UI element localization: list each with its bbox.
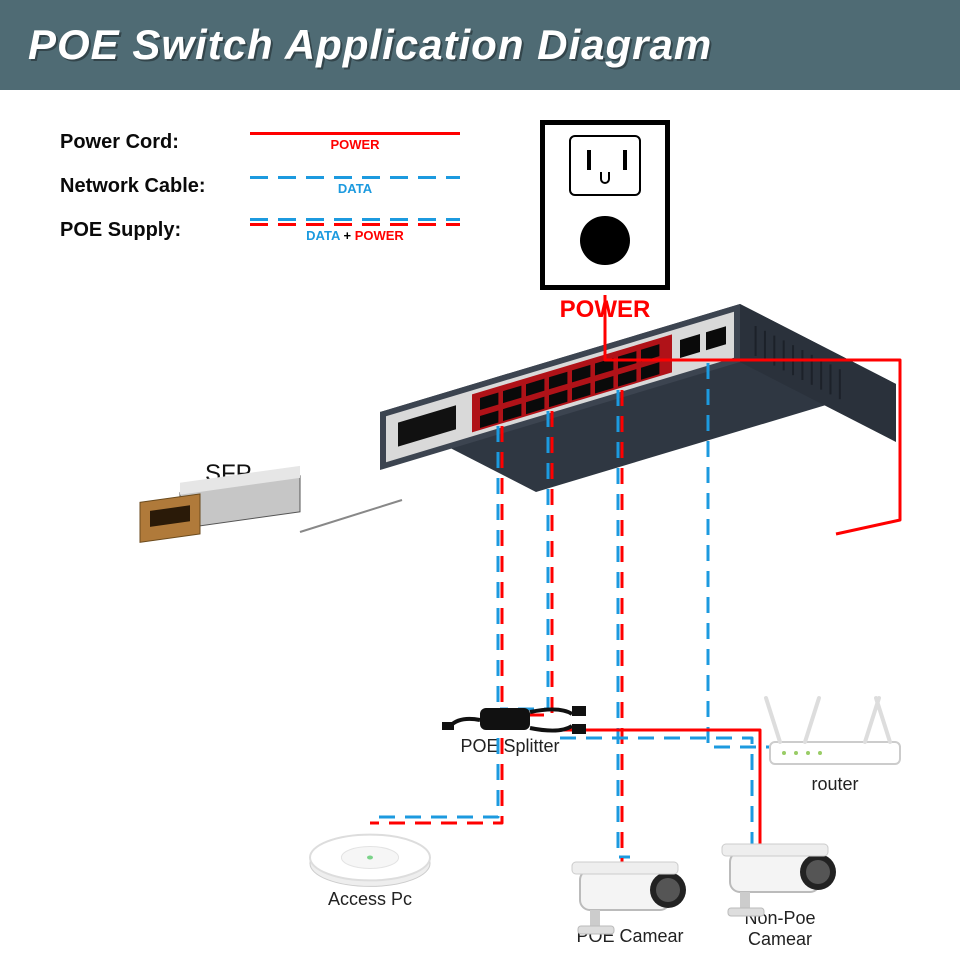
power-outlet-label: POWER: [540, 296, 670, 324]
device-poe-camera: POE Camear: [560, 922, 700, 947]
sfp-label: SFP: [205, 460, 252, 488]
legend-label: Power Cord:: [60, 131, 250, 154]
title-banner: POE Switch Application Diagram: [0, 0, 960, 90]
router-icon: [766, 698, 900, 764]
legend-row-power: Power Cord: POWER: [60, 120, 460, 164]
device-nonpoe-camera: Non-PoeCamear: [710, 904, 850, 949]
legend-line-poe: DATA + POWER: [250, 217, 460, 243]
device-poe-splitter: POE Splitter: [450, 732, 570, 757]
legend-label: POE Supply:: [60, 219, 250, 242]
title-text: POE Switch Application Diagram: [28, 21, 712, 69]
splitter-icon: [442, 706, 586, 734]
device-access-point: Access Pc: [310, 885, 430, 910]
legend-line-power: POWER: [250, 129, 460, 155]
power-outlet: POWER: [540, 120, 670, 324]
access-point-icon: [310, 835, 430, 887]
diagram-canvas: Power Cord: POWER Network Cable: DATA PO…: [0, 90, 960, 960]
device-router: router: [760, 770, 910, 795]
legend: Power Cord: POWER Network Cable: DATA PO…: [60, 120, 460, 252]
legend-row-data: Network Cable: DATA: [60, 164, 460, 208]
legend-row-poe: POE Supply: DATA + POWER: [60, 208, 460, 252]
legend-label: Network Cable:: [60, 175, 250, 198]
legend-line-data: DATA: [250, 173, 460, 199]
